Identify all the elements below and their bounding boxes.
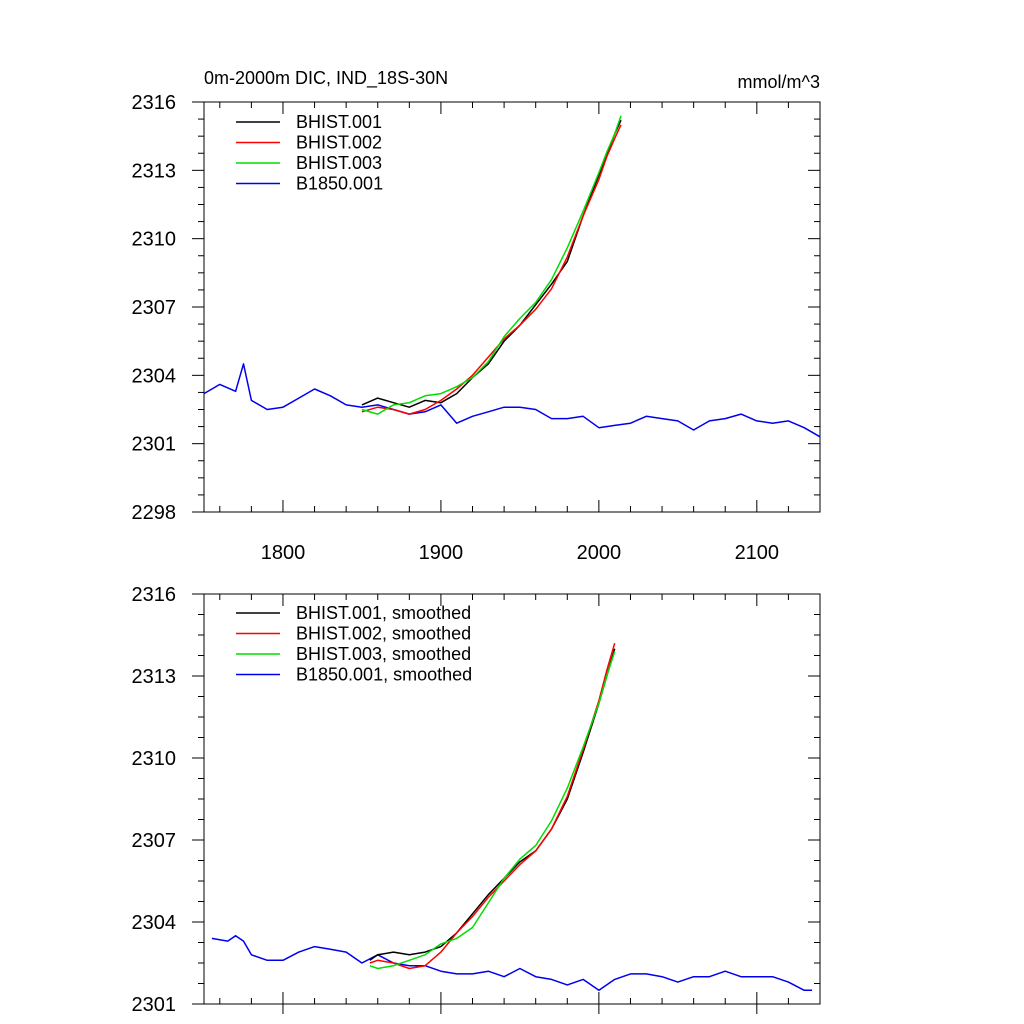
series-layer — [211, 642, 813, 992]
y-tick-label: 2313 — [132, 666, 177, 688]
series-line — [369, 648, 616, 961]
series-line — [361, 115, 622, 415]
top-chart: 0m-2000m DIC, IND_18S-30N mmol/m^3 1800 1… — [132, 68, 821, 564]
series-line — [369, 642, 616, 970]
x-tick-label: 2000 — [577, 542, 622, 564]
y-tick-label: 2304 — [132, 365, 177, 387]
y-tick-label: 2301 — [132, 994, 177, 1016]
y-tick-label: 2310 — [132, 748, 177, 770]
axis-ticks: 1800 1900 2000 2100 2298 2301 2304 2307 2310 2313… — [132, 92, 821, 564]
chart-title: 0m-2000m DIC, IND_18S-30N — [204, 68, 448, 89]
legend-label: BHIST.003, smoothed — [296, 644, 471, 664]
series-line — [361, 124, 622, 415]
legend-label: BHIST.002, smoothed — [296, 624, 471, 644]
y-tick-label: 2307 — [132, 830, 177, 852]
legend-label: B1850.001, smoothed — [296, 665, 472, 685]
series-line — [361, 119, 622, 408]
legend-label: BHIST.002 — [296, 133, 382, 153]
series-line — [369, 651, 616, 970]
y-tick-label: 2301 — [132, 434, 177, 456]
bottom-chart: 2301 2304 2307 2310 2313 2316 BHIST.001, smoo… — [132, 584, 821, 1016]
series-layer — [203, 115, 821, 438]
y-tick-label: 2298 — [132, 502, 177, 524]
chart-units: mmol/m^3 — [738, 72, 820, 92]
legend-label: BHIST.001, smoothed — [296, 603, 471, 623]
y-tick-label: 2310 — [132, 229, 177, 251]
series-line — [211, 934, 813, 992]
x-tick-label: 1900 — [419, 542, 464, 564]
x-tick-label: 2100 — [735, 542, 780, 564]
legend-label: BHIST.001 — [296, 112, 382, 132]
axis-ticks: 2301 2304 2307 2310 2313 2316 — [132, 584, 821, 1016]
x-tick-label: 1800 — [261, 542, 306, 564]
legend-label: BHIST.003 — [296, 153, 382, 173]
y-tick-label: 2304 — [132, 912, 177, 934]
y-tick-label: 2316 — [132, 92, 177, 114]
y-tick-label: 2313 — [132, 160, 177, 182]
y-tick-label: 2307 — [132, 297, 177, 319]
series-line — [203, 363, 821, 438]
y-tick-label: 2316 — [132, 584, 177, 606]
legend-label: B1850.001 — [296, 174, 383, 194]
